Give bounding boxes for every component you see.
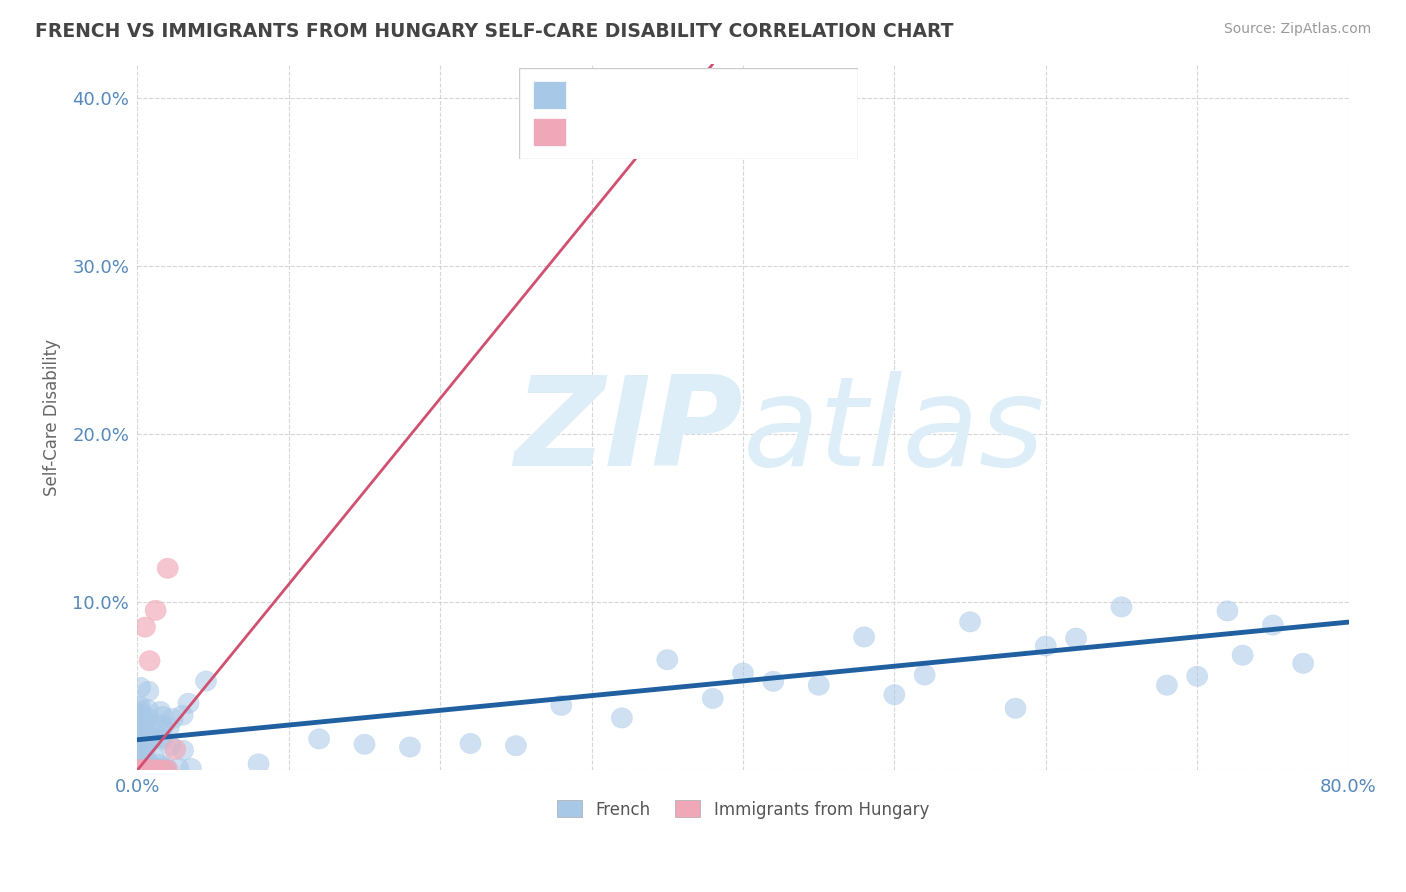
Text: Source: ZipAtlas.com: Source: ZipAtlas.com [1223, 22, 1371, 37]
Text: FRENCH VS IMMIGRANTS FROM HUNGARY SELF-CARE DISABILITY CORRELATION CHART: FRENCH VS IMMIGRANTS FROM HUNGARY SELF-C… [35, 22, 953, 41]
Text: ZIP: ZIP [515, 371, 742, 491]
Y-axis label: Self-Care Disability: Self-Care Disability [44, 339, 60, 496]
Text: atlas: atlas [742, 371, 1045, 491]
Legend: French, Immigrants from Hungary: French, Immigrants from Hungary [550, 794, 936, 825]
